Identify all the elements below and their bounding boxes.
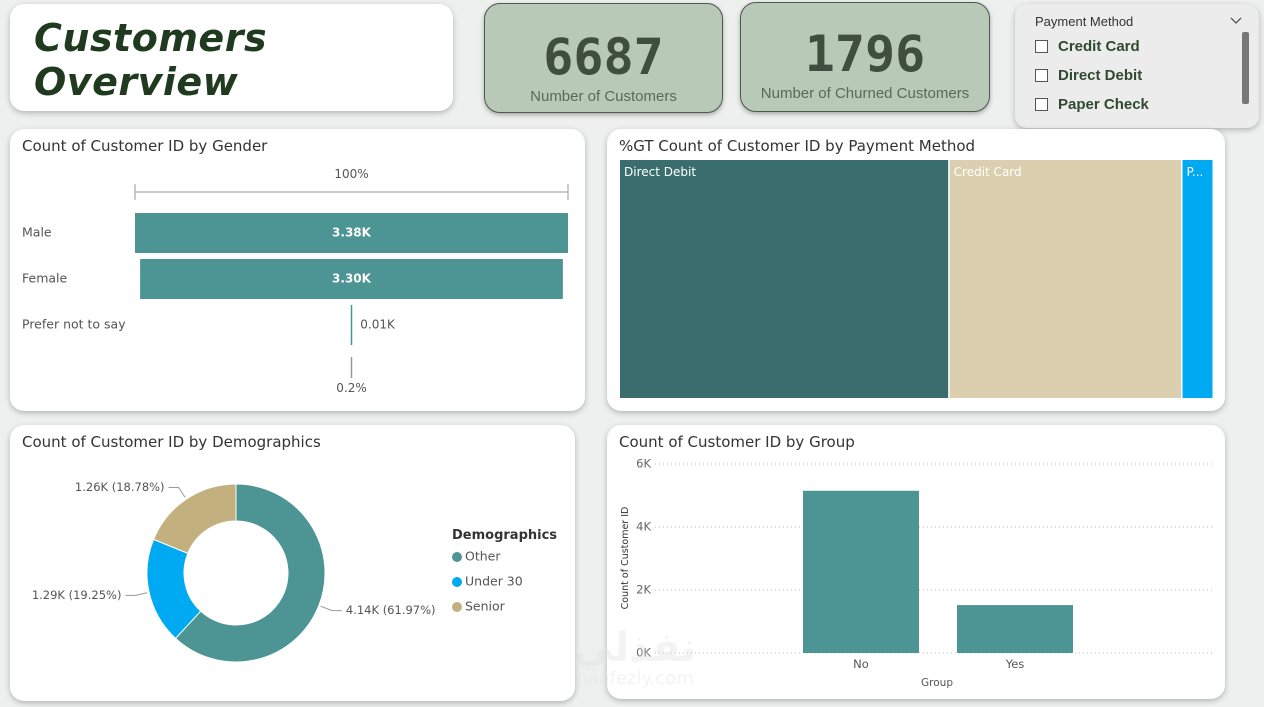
treemap-tile-label: Direct Debit [624,165,696,179]
legend-label: Other [465,549,501,564]
group-bar [957,605,1073,653]
donut-leader-line [125,592,148,596]
treemap-tile [620,160,949,398]
slicer-title: Payment Method [1035,14,1134,29]
payment-treemap: Direct Debit Credit Card P... [620,160,1213,398]
legend-marker [452,602,462,612]
y-tick-label: 0K [636,646,651,660]
kpi-churned-label: Number of Churned Customers [760,85,970,102]
group-chart-title: Count of Customer ID by Group [619,433,855,451]
donut-slice [152,483,237,555]
checkbox-icon[interactable] [1035,40,1048,53]
y-tick-label: 6K [636,457,651,471]
gender-category-label: Male [22,225,52,240]
kpi-churned-value: 1796 [804,25,926,83]
slicer-option-paper-check[interactable]: Paper Check [1035,90,1149,119]
gender-data-label: 0.01K [360,318,396,332]
donut-slice [174,483,326,663]
treemap-tile-label: Credit Card [954,165,1022,179]
demographics-chart-card: Count of Customer ID by Demographics 4.1… [10,425,575,701]
gender-data-label: 3.38K [332,226,372,240]
kpi-number-of-customers: 6687 Number of Customers [484,3,723,113]
gender-bar [135,213,568,253]
demographics-chart-title: Count of Customer ID by Demographics [22,433,321,451]
chevron-down-icon[interactable] [1229,12,1243,24]
gender-bar [350,305,353,345]
payment-treemap-card: %GT Count of Customer ID by Payment Meth… [607,129,1225,411]
y-tick-label: 2K [636,583,651,597]
payment-method-slicer: Payment Method Credit Card Direct Debit … [1015,4,1259,128]
donut-data-label: 4.14K (61.97%) [346,603,436,617]
x-tick-label: Yes [1005,657,1025,671]
bottom-percent-label: 0.2% [336,381,367,395]
x-axis-label: Group [921,677,953,689]
group-bar-chart: 0K 2K 4K 6K No Yes Group Count of Customer ID [620,457,1213,689]
legend-label: Senior [465,599,506,614]
donut-leader-line [168,487,186,498]
treemap-tile-label: P... [1187,165,1204,179]
x-tick-label: No [853,657,869,671]
group-chart-card: Count of Customer ID by Group 0K 2K 4K 6K No… [607,425,1225,699]
gender-chart: 100% Male 3.38K Female 3.30K Prefer not to sa… [22,167,569,395]
checkbox-icon[interactable] [1035,69,1048,82]
treemap-tile [1182,160,1213,398]
legend-label: Under 30 [465,574,523,589]
donut-data-label: 1.26K (18.78%) [75,480,165,494]
legend-title: Demographics [452,528,557,543]
gender-category-label: Female [22,271,68,286]
slicer-option-credit-card[interactable]: Credit Card [1035,32,1149,61]
kpi-number-of-churned: 1796 Number of Churned Customers [740,2,990,112]
kpi-customers-label: Number of Customers [530,88,677,105]
y-axis-label: Count of Customer ID [620,507,631,610]
gender-bar [140,259,563,299]
page-title: Customers Overview [34,16,268,104]
donut-data-label: 1.29K (19.25%) [32,588,122,602]
legend-marker [452,577,462,587]
gender-category-label: Prefer not to say [22,317,126,332]
checkbox-icon[interactable] [1035,98,1048,111]
gender-chart-title: Count of Customer ID by Gender [22,137,268,155]
top-percent-label: 100% [334,167,368,181]
legend-marker [452,552,462,562]
treemap-tile [949,160,1182,398]
treemap-title: %GT Count of Customer ID by Payment Meth… [619,137,976,155]
slicer-scrollbar[interactable] [1242,32,1249,104]
group-bar [803,490,919,653]
title-card: Customers Overview [10,4,453,111]
gender-chart-card: Count of Customer ID by Gender 100% Male 3… [10,129,585,411]
demographics-donut: 4.14K (61.97%) 1.29K (19.25%) 1.26K (18.78… [32,480,557,663]
donut-leader-line [320,605,342,612]
slicer-options: Credit Card Direct Debit Paper Check [1035,32,1149,119]
kpi-customers-value: 6687 [543,28,664,86]
gender-data-label: 3.30K [332,272,372,286]
y-tick-label: 4K [636,520,651,534]
slicer-option-direct-debit[interactable]: Direct Debit [1035,61,1149,90]
